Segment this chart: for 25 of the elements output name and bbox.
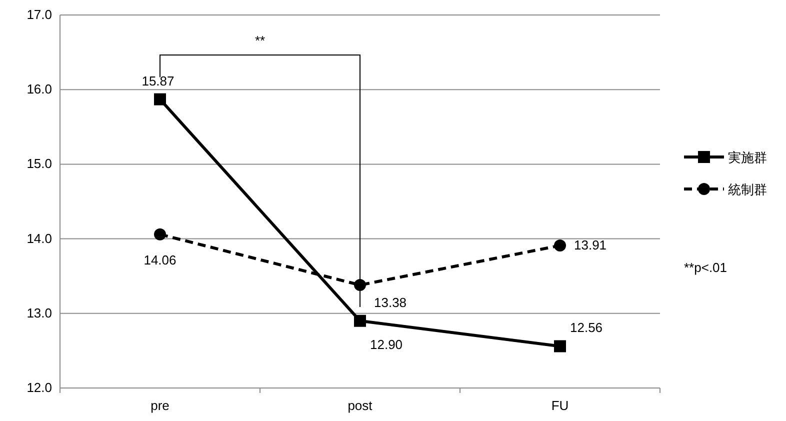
annotation: ** — [254, 33, 266, 48]
text: **p<.01 — [684, 260, 728, 275]
data-label: 14.06 — [144, 252, 176, 268]
point — [554, 340, 566, 352]
legend-label: 実施群 — [728, 150, 767, 165]
point — [554, 240, 566, 252]
x-tick-label: FU — [551, 398, 569, 413]
y-tick-label: 17.0 — [26, 7, 52, 22]
x-tick-label: pre — [150, 398, 170, 413]
x-tick-label: post — [348, 398, 373, 413]
data-label: 13.38 — [374, 295, 407, 310]
point — [354, 279, 366, 292]
y-tick-label: 12.0 — [26, 380, 52, 395]
point — [154, 93, 166, 106]
data-label: 13.91 — [574, 238, 607, 253]
data-label: 15.87 — [142, 73, 174, 88]
point — [354, 314, 366, 327]
data-label: 12.90 — [370, 336, 403, 352]
y-tick-label: 13.0 — [26, 305, 52, 320]
y-tick-label: 15.0 — [26, 156, 52, 172]
point — [154, 228, 166, 240]
data-label: 12.56 — [570, 320, 603, 336]
y-tick-label: 14.0 — [26, 230, 52, 246]
legend-label: 統制群 — [728, 182, 767, 197]
y-tick-label: 16.0 — [26, 82, 52, 97]
